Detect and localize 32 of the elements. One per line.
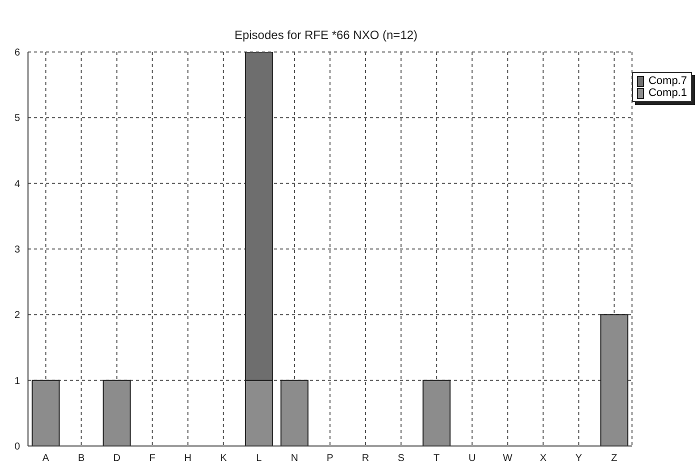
bar [280, 380, 308, 446]
legend-label: Comp.7 [648, 75, 687, 87]
x-tick-label: B [78, 453, 85, 464]
bar [422, 380, 451, 446]
x-tick-label: Y [575, 453, 582, 464]
bar [32, 380, 60, 446]
y-tick-label: 6 [14, 48, 20, 59]
x-tick-label: T [434, 453, 440, 464]
x-tick-label: H [184, 453, 192, 464]
x-tick-label: A [42, 453, 50, 464]
y-tick-label: 5 [14, 113, 20, 124]
x-tick-label: F [149, 453, 156, 464]
bar [102, 380, 131, 446]
chart-title: Episodes for RFE *66 NXO (n=12) [233, 28, 419, 42]
x-tick-label: X [540, 453, 547, 464]
x-tick-label: S [398, 453, 405, 464]
x-tick-label: R [362, 453, 370, 464]
y-tick-label: 4 [14, 178, 20, 190]
x-tick-label: K [220, 453, 228, 464]
bar [600, 314, 628, 446]
x-tick-label: U [468, 453, 476, 464]
x-tick-label: W [502, 453, 513, 464]
x-tick-label: P [326, 453, 334, 464]
y-tick-label: 1 [14, 376, 20, 387]
legend-label: Comp.1 [648, 87, 687, 99]
x-tick-label: Z [611, 453, 618, 464]
x-tick-label: N [290, 453, 298, 464]
x-tick-label: D [113, 453, 120, 464]
x-tick-label: L [256, 453, 262, 464]
y-tick-label: 2 [14, 310, 20, 322]
y-tick-label: 0 [14, 442, 20, 453]
y-tick-label: 3 [14, 244, 20, 256]
